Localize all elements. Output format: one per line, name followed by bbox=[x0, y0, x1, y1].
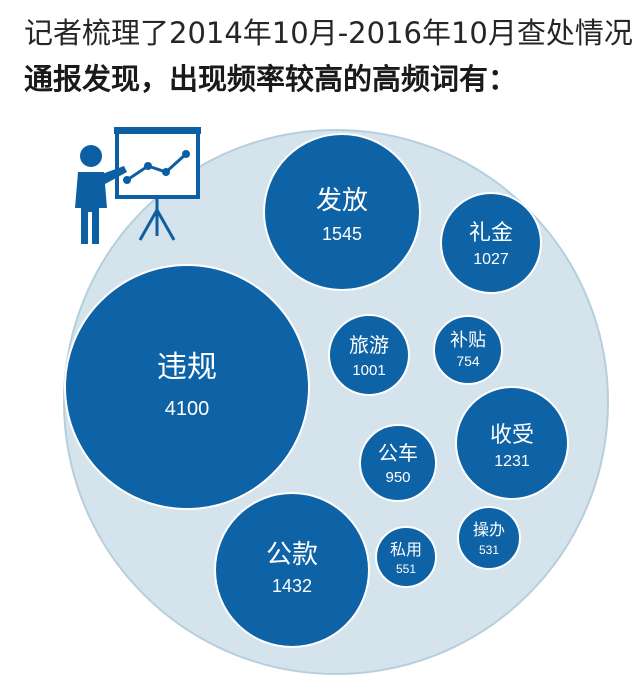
bubble-2: 发放 1545 bbox=[263, 133, 421, 291]
bubble-circle bbox=[375, 526, 437, 588]
bubble-circle bbox=[433, 315, 503, 385]
bubble-circle bbox=[455, 386, 569, 500]
bubble-word-label: 公车 bbox=[378, 441, 418, 465]
bubble-circle bbox=[214, 492, 370, 648]
presenter-with-chart-board-icon bbox=[75, 127, 201, 244]
bubble-1: 违规 4100 bbox=[64, 264, 310, 510]
title-line-2: 通报发现，出现频率较高的高频词有： bbox=[24, 62, 518, 96]
bubble-count-label: 1432 bbox=[272, 576, 312, 596]
bubble-10: 操办 531 bbox=[457, 506, 521, 570]
bubble-8: 补贴 754 bbox=[433, 315, 503, 385]
bubble-word-label: 发放 bbox=[316, 186, 368, 216]
bubble-6: 旅游 1001 bbox=[328, 314, 410, 396]
bubble-circle bbox=[263, 133, 421, 291]
bubble-5: 礼金 1027 bbox=[440, 192, 542, 294]
bubble-9: 私用 551 bbox=[375, 526, 437, 588]
bubble-count-label: 531 bbox=[479, 543, 499, 557]
bubble-count-label: 950 bbox=[385, 469, 410, 486]
bubbles-layer: 违规 4100 发放 1545 公款 1432 收受 1231 礼金 1027 旅游 1001 公车 95… bbox=[64, 133, 569, 648]
bubble-count-label: 1027 bbox=[473, 251, 509, 268]
bubble-word-label: 操办 bbox=[473, 520, 505, 539]
bubble-word-label: 收受 bbox=[490, 423, 534, 448]
bubble-word-label: 公款 bbox=[266, 540, 318, 570]
bubble-circle bbox=[359, 424, 437, 502]
bubble-word-label: 私用 bbox=[390, 540, 422, 559]
bubble-count-label: 754 bbox=[456, 353, 480, 369]
bubble-word-label: 补贴 bbox=[450, 330, 486, 351]
bubble-4: 收受 1231 bbox=[455, 386, 569, 500]
bubble-word-label: 旅游 bbox=[349, 333, 389, 357]
bubble-count-label: 4100 bbox=[165, 398, 210, 420]
bubble-count-label: 551 bbox=[396, 562, 416, 576]
bubble-word-label: 礼金 bbox=[469, 221, 513, 246]
bubble-count-label: 1001 bbox=[352, 362, 385, 379]
bubble-circle bbox=[457, 506, 521, 570]
bubble-count-label: 1231 bbox=[494, 453, 530, 470]
bubble-3: 公款 1432 bbox=[214, 492, 370, 648]
bubble-circle bbox=[440, 192, 542, 294]
title-line-1: 记者梳理了2014年10月-2016年10月查处情况 bbox=[24, 16, 633, 50]
bubble-circle bbox=[64, 264, 310, 510]
bubble-circle bbox=[328, 314, 410, 396]
bubble-word-label: 违规 bbox=[157, 350, 217, 385]
bubble-7: 公车 950 bbox=[359, 424, 437, 502]
bubble-count-label: 1545 bbox=[322, 224, 362, 244]
